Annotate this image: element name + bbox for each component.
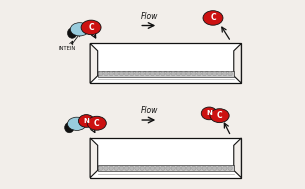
Circle shape xyxy=(187,166,191,170)
Circle shape xyxy=(130,72,134,76)
Ellipse shape xyxy=(201,107,217,120)
Ellipse shape xyxy=(67,117,86,130)
Circle shape xyxy=(119,72,124,76)
Text: N: N xyxy=(206,110,212,116)
Circle shape xyxy=(109,166,113,170)
Ellipse shape xyxy=(203,11,223,25)
Circle shape xyxy=(104,72,108,76)
Circle shape xyxy=(197,166,201,170)
Text: C: C xyxy=(217,111,222,120)
Circle shape xyxy=(145,72,149,76)
Text: C: C xyxy=(88,23,94,32)
Text: Flow: Flow xyxy=(141,106,159,115)
Ellipse shape xyxy=(78,115,94,127)
Circle shape xyxy=(171,166,175,170)
Polygon shape xyxy=(90,43,241,83)
Circle shape xyxy=(181,72,186,76)
Text: INTEIN: INTEIN xyxy=(58,46,75,51)
Ellipse shape xyxy=(81,20,101,35)
Circle shape xyxy=(109,72,113,76)
Circle shape xyxy=(166,72,170,76)
Text: Flow: Flow xyxy=(141,12,159,21)
Circle shape xyxy=(171,72,175,76)
Circle shape xyxy=(207,72,212,76)
Circle shape xyxy=(119,166,124,170)
Polygon shape xyxy=(98,165,234,171)
Circle shape xyxy=(135,72,139,76)
Polygon shape xyxy=(98,71,234,77)
Circle shape xyxy=(130,166,134,170)
Circle shape xyxy=(114,166,118,170)
Circle shape xyxy=(104,166,108,170)
Circle shape xyxy=(192,72,196,76)
Circle shape xyxy=(156,72,160,76)
Ellipse shape xyxy=(210,109,229,123)
Circle shape xyxy=(207,166,212,170)
Circle shape xyxy=(181,166,186,170)
Circle shape xyxy=(124,72,129,76)
Polygon shape xyxy=(234,43,241,83)
Polygon shape xyxy=(90,138,241,178)
Circle shape xyxy=(166,166,170,170)
Circle shape xyxy=(124,166,129,170)
Circle shape xyxy=(212,166,217,170)
Circle shape xyxy=(197,72,201,76)
Circle shape xyxy=(176,166,181,170)
Circle shape xyxy=(217,72,222,76)
Circle shape xyxy=(223,72,227,76)
Circle shape xyxy=(202,72,206,76)
Circle shape xyxy=(150,166,155,170)
Ellipse shape xyxy=(67,28,77,38)
Polygon shape xyxy=(90,43,98,83)
Circle shape xyxy=(212,72,217,76)
Circle shape xyxy=(140,72,144,76)
Ellipse shape xyxy=(87,116,106,130)
Polygon shape xyxy=(234,138,241,178)
Ellipse shape xyxy=(65,122,74,133)
Circle shape xyxy=(228,72,232,76)
Circle shape xyxy=(192,166,196,170)
Circle shape xyxy=(228,166,232,170)
Text: C: C xyxy=(210,13,216,22)
Circle shape xyxy=(187,72,191,76)
Text: N: N xyxy=(83,118,89,124)
Ellipse shape xyxy=(70,23,89,36)
Circle shape xyxy=(161,72,165,76)
Circle shape xyxy=(140,166,144,170)
Circle shape xyxy=(156,166,160,170)
Circle shape xyxy=(223,166,227,170)
Circle shape xyxy=(99,166,103,170)
Circle shape xyxy=(217,166,222,170)
Circle shape xyxy=(202,166,206,170)
Circle shape xyxy=(99,72,103,76)
Circle shape xyxy=(114,72,118,76)
Circle shape xyxy=(145,166,149,170)
Circle shape xyxy=(176,72,181,76)
Polygon shape xyxy=(90,138,98,178)
Text: C: C xyxy=(94,119,99,128)
Circle shape xyxy=(150,72,155,76)
Circle shape xyxy=(161,166,165,170)
Circle shape xyxy=(135,166,139,170)
